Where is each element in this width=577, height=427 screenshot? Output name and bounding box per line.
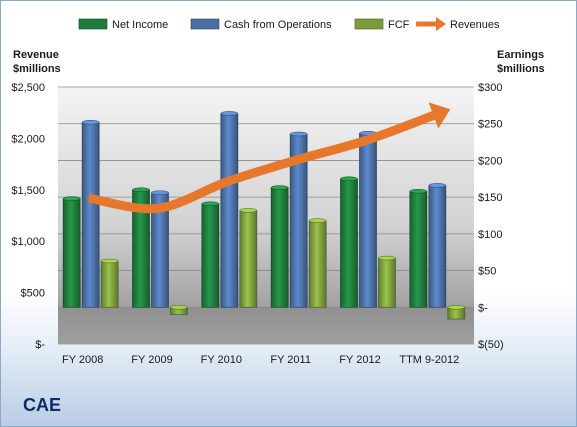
right-tick-label: $300: [478, 82, 502, 94]
bar-cash-from-operations-fy-2009: [151, 190, 169, 308]
bar-fcf-fy-2009: [170, 305, 188, 315]
bars: [62, 111, 466, 320]
bar-fcf-fy-2012: [378, 255, 396, 308]
right-tick-label: $-: [478, 302, 488, 314]
bar-fcf-ttm-9-2012: [447, 305, 466, 320]
bar-cash-from-operations-fy-2008: [81, 119, 100, 308]
legend-item-revenues: Revenues: [416, 17, 500, 31]
axes: $- $500 $1,000 $1,500 $2,000 $2,500 $(50) $- $50…: [11, 82, 503, 366]
bar-cash-from-operations-fy-2011: [289, 131, 308, 308]
right-tick-label: $(50): [478, 339, 504, 351]
left-tick-label: $2,500: [11, 82, 45, 94]
company-label: CAE: [23, 395, 62, 415]
bar-net-income-fy-2011: [270, 185, 289, 308]
legend-item-net-income: Net Income: [78, 18, 168, 31]
legend-label: Revenues: [450, 19, 500, 31]
bar-net-income-fy-2010: [201, 201, 220, 308]
bar-cash-from-operations-ttm-9-2012: [428, 183, 447, 308]
revenue-line: [87, 110, 437, 214]
right-axis-title-line1: Earnings: [497, 49, 545, 61]
right-axis-title: Earnings $millions: [497, 48, 545, 76]
left-axis-title: Revenue $millions: [13, 48, 61, 76]
right-tick-label: $100: [478, 229, 502, 241]
bar-fcf-fy-2010: [239, 208, 258, 308]
x-tick-label: FY 2012: [339, 354, 380, 366]
right-tick-label: $150: [478, 192, 502, 204]
x-tick-label: FY 2011: [270, 354, 311, 366]
left-axis-title-line2: $millions: [13, 63, 61, 75]
legend-swatch: [354, 18, 384, 30]
legend-swatch: [78, 18, 108, 30]
chart-svg: Net Income Cash from Operations FCF Revenue…: [11, 17, 504, 366]
bar-cash-from-operations-fy-2010: [220, 111, 239, 308]
right-tick-label: $250: [478, 119, 502, 131]
right-tick-label: $200: [478, 155, 502, 167]
left-axis-title-line1: Revenue: [13, 49, 59, 61]
bar-net-income-ttm-9-2012: [409, 189, 428, 308]
left-tick-label: $500: [21, 288, 45, 300]
bar-net-income-fy-2008: [62, 196, 81, 308]
x-tick-label: FY 2010: [201, 354, 242, 366]
plot-floor: [58, 307, 474, 344]
left-tick-label: $1,000: [11, 236, 45, 248]
x-tick-label: TTM 9-2012: [399, 354, 459, 366]
bar-net-income-fy-2012: [340, 176, 358, 308]
legend-item-cash-from-operations: Cash from Operations: [190, 18, 332, 31]
bar-net-income-fy-2009: [132, 187, 150, 308]
left-tick-label: $1,500: [11, 185, 45, 197]
revenue-arrowhead: [428, 102, 451, 129]
revenue-arrow: [87, 102, 451, 214]
legend-swatch: [190, 18, 220, 30]
legend-item-fcf: FCF: [354, 18, 410, 31]
legend-label: FCF: [388, 19, 410, 31]
legend: Net Income Cash from Operations FCF Revenue…: [78, 17, 500, 31]
right-axis-title-line2: $millions: [497, 63, 545, 75]
legend-arrowhead: [436, 17, 446, 31]
x-tick-label: FY 2008: [62, 354, 103, 366]
bar-fcf-fy-2008: [100, 258, 119, 308]
x-tick-label: FY 2009: [131, 354, 172, 366]
right-tick-label: $50: [478, 266, 496, 278]
legend-label: Cash from Operations: [224, 19, 332, 31]
left-tick-label: $-: [35, 339, 45, 351]
legend-label: Net Income: [112, 19, 168, 31]
bar-cash-from-operations-fy-2012: [359, 131, 377, 308]
left-tick-label: $2,000: [11, 133, 45, 145]
bar-fcf-fy-2011: [308, 218, 327, 308]
